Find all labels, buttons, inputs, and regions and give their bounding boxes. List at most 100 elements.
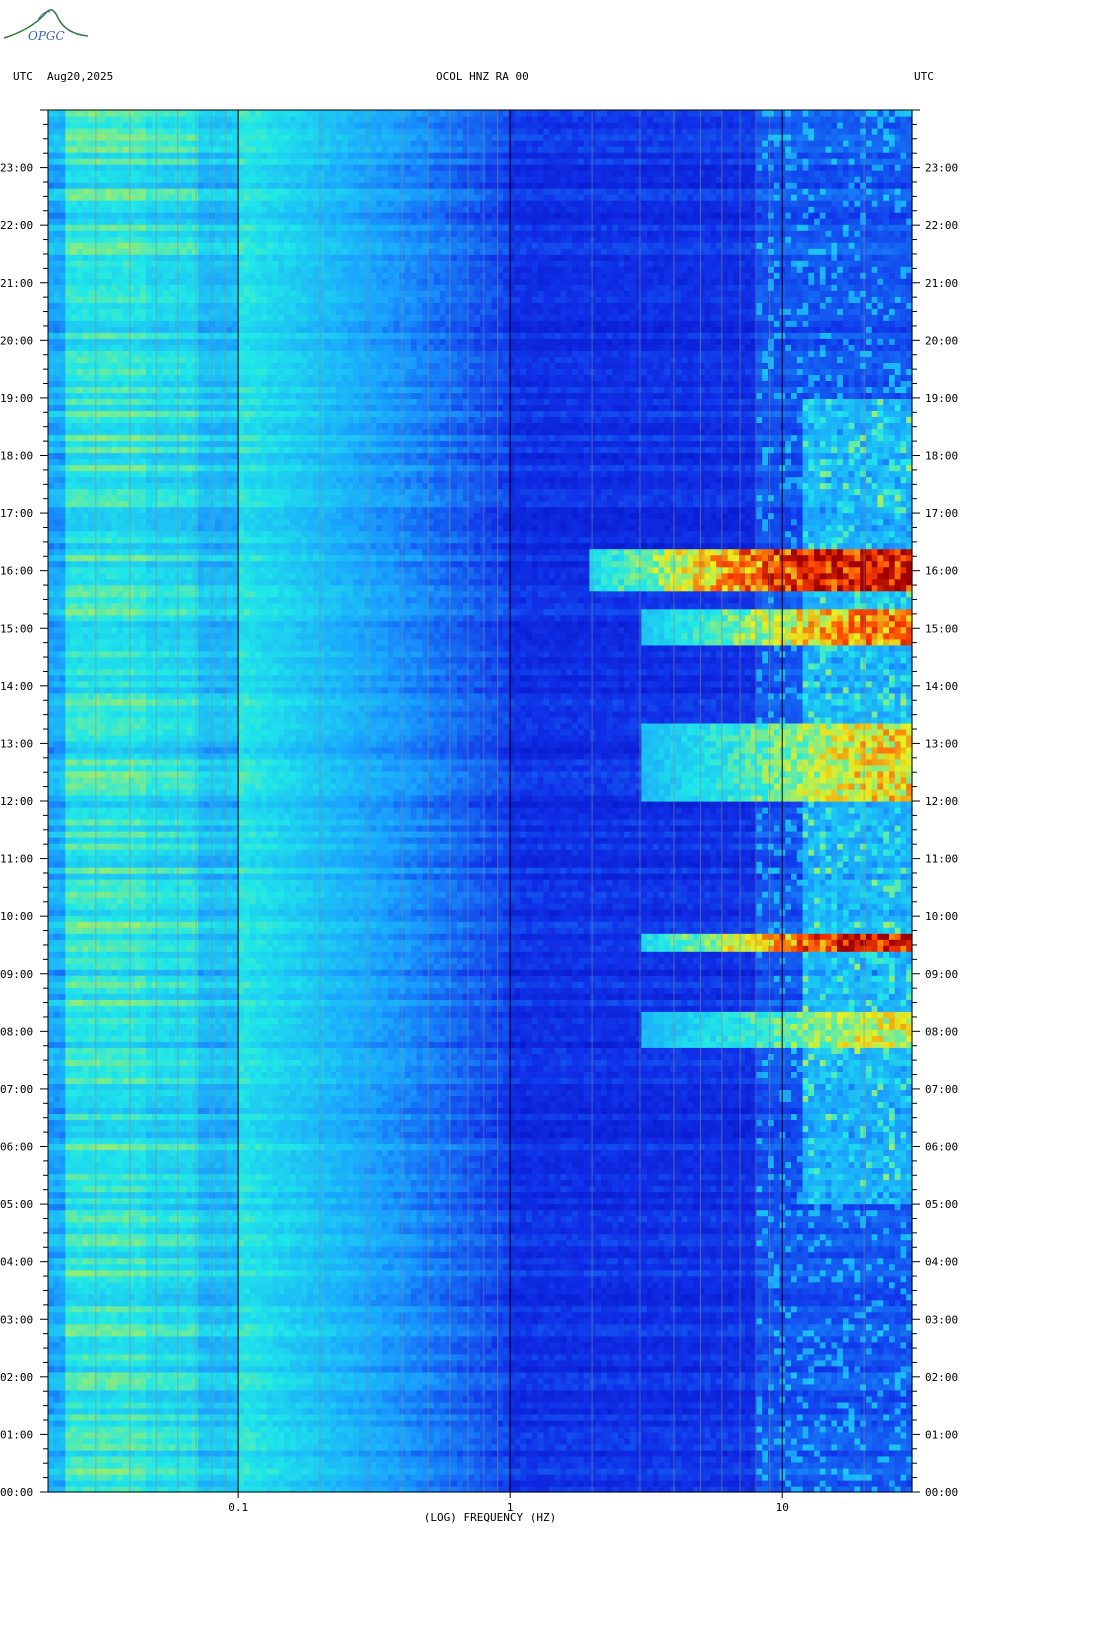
heatmap-cell	[301, 1480, 307, 1487]
heatmap-cell	[330, 1408, 336, 1415]
heatmap-cell	[227, 1384, 233, 1391]
heatmap-cell	[630, 1408, 636, 1415]
heatmap-cell	[566, 1468, 572, 1475]
heatmap-cell	[854, 1480, 860, 1487]
heatmap-cell	[117, 1396, 123, 1403]
heatmap-cell	[382, 1450, 388, 1457]
heatmap-cell	[745, 1426, 751, 1433]
heatmap-cell	[123, 1480, 129, 1487]
heatmap-cell	[538, 1426, 544, 1433]
heatmap-cell	[659, 1408, 665, 1415]
heatmap-cell	[411, 1438, 417, 1445]
heatmap-cell	[445, 1378, 451, 1385]
heatmap-cell	[480, 1444, 486, 1451]
heatmap-cell	[198, 1384, 204, 1391]
heatmap-cell	[826, 1408, 832, 1415]
heatmap-cell	[601, 1402, 607, 1409]
heatmap-cell	[325, 1426, 331, 1433]
heatmap-cell	[186, 1480, 192, 1487]
heatmap-cell	[209, 1378, 215, 1385]
heatmap-cell	[169, 1438, 175, 1445]
heatmap-cell	[883, 1396, 889, 1403]
heatmap-cell	[336, 1396, 342, 1403]
heatmap-cell	[54, 1480, 60, 1487]
heatmap-cell	[157, 1438, 163, 1445]
heatmap-cell	[405, 1420, 411, 1427]
heatmap-cell	[186, 1462, 192, 1469]
heatmap-cell	[561, 1378, 567, 1385]
heatmap-cell	[434, 1480, 440, 1487]
heatmap-cell	[65, 1396, 71, 1403]
heatmap-cell	[60, 1378, 66, 1385]
heatmap-cell	[238, 1462, 244, 1469]
heatmap-cell	[636, 1396, 642, 1403]
heatmap-cell	[589, 1474, 595, 1481]
heatmap-cell	[152, 1396, 158, 1403]
heatmap-cell	[854, 1402, 860, 1409]
heatmap-cell	[244, 1426, 250, 1433]
heatmap-cell	[710, 1480, 716, 1487]
heatmap-cell	[325, 1474, 331, 1481]
heatmap-cell	[532, 1378, 538, 1385]
heatmap-cell	[613, 1402, 619, 1409]
heatmap-cell	[630, 1426, 636, 1433]
heatmap-cell	[647, 1432, 653, 1439]
heatmap-cell	[152, 1438, 158, 1445]
heatmap-cell	[589, 1396, 595, 1403]
heatmap-cell	[659, 1414, 665, 1421]
heatmap-cell	[693, 1402, 699, 1409]
heatmap-cell	[290, 1408, 296, 1415]
heatmap-cell	[94, 1438, 100, 1445]
heatmap-cell	[60, 1384, 66, 1391]
heatmap-cell	[348, 1468, 354, 1475]
heatmap-cell	[831, 1396, 837, 1403]
heatmap-cell	[572, 1462, 578, 1469]
heatmap-cell	[215, 1384, 221, 1391]
heatmap-cell	[417, 1390, 423, 1397]
heatmap-cell	[526, 1390, 532, 1397]
heatmap-cell	[503, 1408, 509, 1415]
heatmap-cell	[647, 1480, 653, 1487]
heatmap-cell	[371, 1468, 377, 1475]
heatmap-cell	[768, 1384, 774, 1391]
heatmap-cell	[572, 1432, 578, 1439]
heatmap-cell	[860, 1420, 866, 1427]
heatmap-cell	[65, 1384, 71, 1391]
heatmap-cell	[163, 1390, 169, 1397]
heatmap-cell	[538, 1462, 544, 1469]
heatmap-cell	[117, 1426, 123, 1433]
heatmap-cell	[728, 1450, 734, 1457]
heatmap-cell	[434, 1438, 440, 1445]
heatmap-cell	[492, 1408, 498, 1415]
heatmap-cell	[831, 1384, 837, 1391]
heatmap-cell	[163, 1396, 169, 1403]
heatmap-cell	[762, 1432, 768, 1439]
heatmap-cell	[71, 1438, 77, 1445]
heatmap-cell	[71, 1384, 77, 1391]
heatmap-cell	[636, 1480, 642, 1487]
heatmap-cell	[88, 1432, 94, 1439]
heatmap-cell	[163, 1432, 169, 1439]
heatmap-cell	[636, 1462, 642, 1469]
heatmap-cell	[693, 1456, 699, 1463]
heatmap-cell	[566, 1456, 572, 1463]
heatmap-cell	[538, 1474, 544, 1481]
heatmap-cell	[722, 1432, 728, 1439]
heatmap-cell	[399, 1414, 405, 1421]
heatmap-cell	[843, 1408, 849, 1415]
heatmap-cell	[757, 1396, 763, 1403]
heatmap-cell	[659, 1450, 665, 1457]
heatmap-cell	[267, 1450, 273, 1457]
heatmap-cell	[595, 1390, 601, 1397]
heatmap-cell	[895, 1432, 901, 1439]
heatmap-cell	[791, 1468, 797, 1475]
heatmap-cell	[877, 1480, 883, 1487]
heatmap-cell	[273, 1390, 279, 1397]
heatmap-cell	[451, 1402, 457, 1409]
heatmap-cell	[572, 1444, 578, 1451]
heatmap-cell	[261, 1420, 267, 1427]
heatmap-cell	[803, 1396, 809, 1403]
heatmap-cell	[901, 1414, 907, 1421]
heatmap-cell	[757, 1390, 763, 1397]
heatmap-cell	[296, 1414, 302, 1421]
